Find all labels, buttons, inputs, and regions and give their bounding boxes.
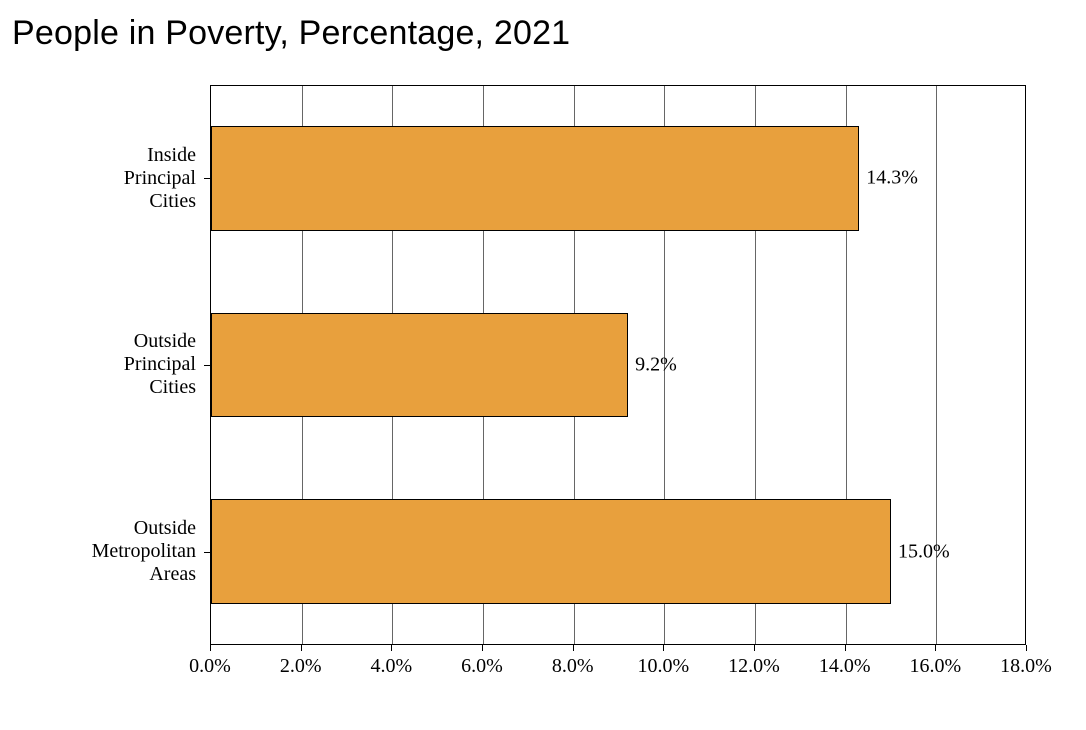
bar-category-label-line: Cities: [149, 190, 196, 213]
y-tick: [204, 552, 210, 553]
bar-category-label: OutsideMetropolitanAreas: [0, 499, 196, 604]
x-tick-label: 0.0%: [189, 655, 231, 678]
bar-category-label-line: Principal: [124, 167, 196, 190]
x-tick-label: 10.0%: [637, 655, 689, 678]
bar-category-label-line: Outside: [134, 330, 196, 353]
x-tick: [301, 645, 302, 651]
bar-category-label: InsidePrincipalCities: [0, 126, 196, 231]
x-tick: [663, 645, 664, 651]
bar-category-label-line: Inside: [147, 144, 196, 167]
bar: [211, 499, 891, 604]
x-tick-label: 6.0%: [461, 655, 503, 678]
x-tick: [845, 645, 846, 651]
x-tick: [573, 645, 574, 651]
bar: [211, 126, 859, 231]
x-tick: [391, 645, 392, 651]
x-tick-label: 14.0%: [819, 655, 871, 678]
x-tick: [754, 645, 755, 651]
bar-category-label-line: Principal: [124, 353, 196, 376]
y-tick: [204, 178, 210, 179]
x-tick: [1026, 645, 1027, 651]
x-tick: [210, 645, 211, 651]
x-tick-label: 4.0%: [370, 655, 412, 678]
x-tick-label: 16.0%: [909, 655, 961, 678]
bar-value-label: 15.0%: [898, 540, 950, 563]
x-tick-label: 18.0%: [1000, 655, 1052, 678]
bar-category-label-line: Cities: [149, 376, 196, 399]
page: People in Poverty, Percentage, 2021 0.0%…: [0, 0, 1086, 730]
bar-value-label: 14.3%: [866, 167, 918, 190]
poverty-bar-chart: 0.0% 2.0% 4.0% 6.0% 8.0% 10.0% 12.0% 14.0% 16.0%…: [0, 0, 1086, 730]
x-tick-label: 8.0%: [552, 655, 594, 678]
bar-category-label-line: Outside: [134, 517, 196, 540]
bar-category-label: OutsidePrincipalCities: [0, 313, 196, 418]
bar-value-label: 9.2%: [635, 354, 677, 377]
y-tick: [204, 365, 210, 366]
x-tick: [482, 645, 483, 651]
bar-category-label-line: Areas: [149, 563, 196, 586]
x-tick: [935, 645, 936, 651]
bar: [211, 313, 628, 418]
x-tick-label: 2.0%: [280, 655, 322, 678]
x-tick-label: 12.0%: [728, 655, 780, 678]
bar-category-label-line: Metropolitan: [92, 540, 196, 563]
